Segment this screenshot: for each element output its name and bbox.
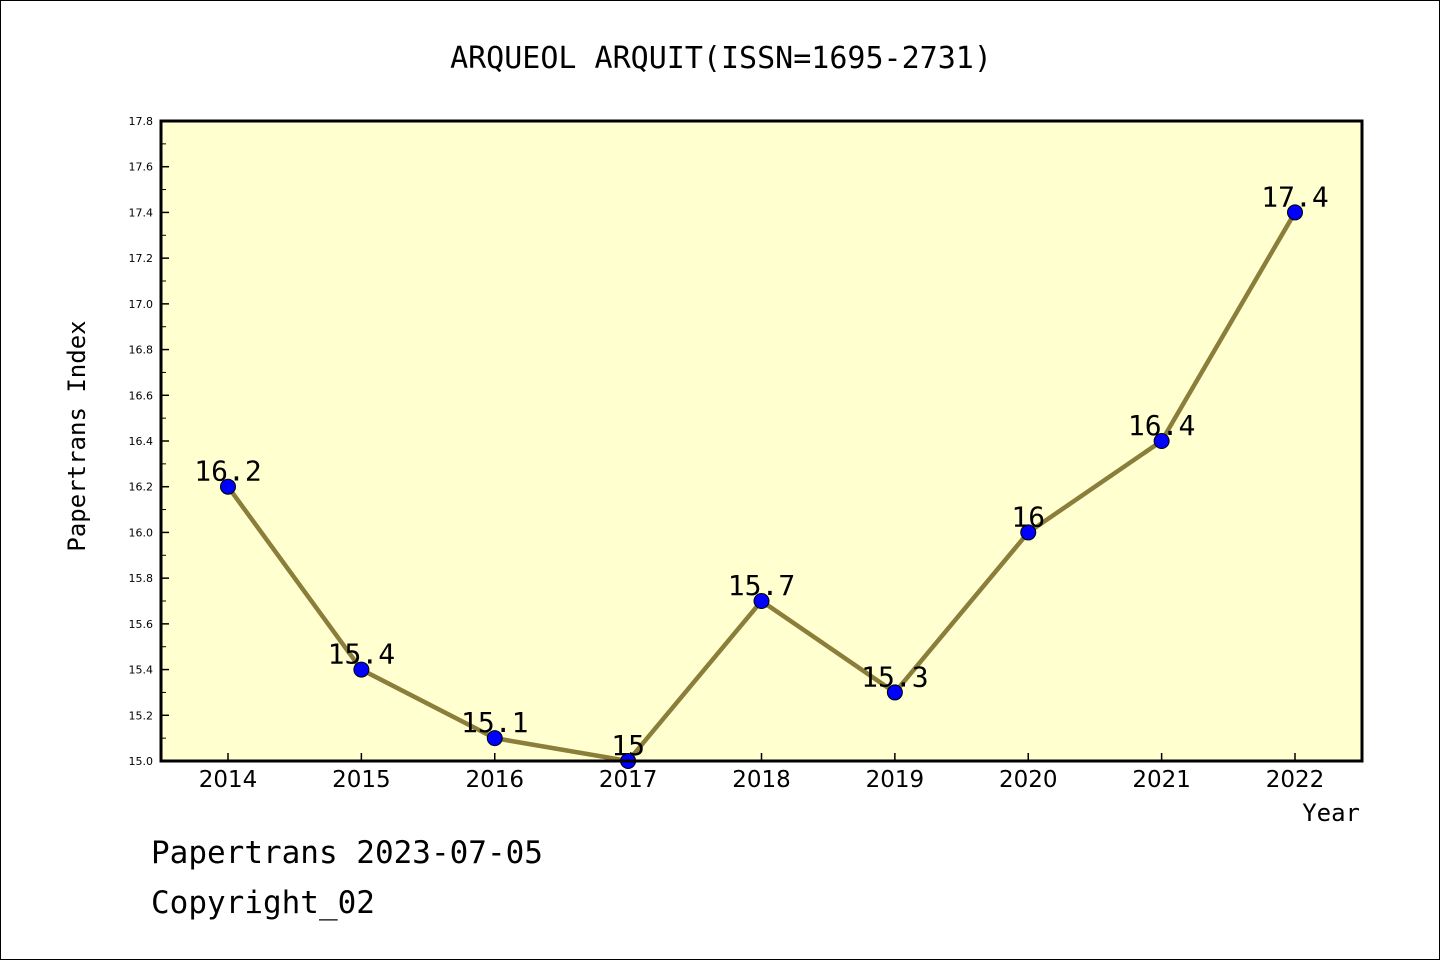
data-point	[1287, 204, 1303, 221]
y-tick-label: 15.0	[129, 755, 154, 768]
y-tick-label: 17.6	[129, 161, 154, 174]
x-tick-label: 2015	[332, 767, 391, 793]
x-axis-label: Year	[1302, 799, 1360, 827]
y-tick-label: 17.0	[129, 298, 154, 311]
y-tick-label: 15.4	[129, 664, 154, 677]
x-tick-labels: 2014 2015 2016 2017 2018 2019 2020 2021 2022	[199, 767, 1325, 793]
data-point	[353, 661, 370, 678]
y-tick-label: 17.2	[129, 252, 154, 265]
y-tick-label: 16.4	[129, 435, 154, 448]
y-tick-label: 17.4	[129, 206, 154, 219]
data-labels: 16.2 15.4 15.1 15 15.7 15.3 16 16.4 17.4	[194, 180, 1328, 762]
data-point	[1153, 433, 1170, 449]
data-label: 15.1	[461, 706, 528, 739]
data-point	[886, 684, 903, 701]
plot-border	[159, 119, 1364, 763]
y-tick-label: 16.6	[129, 389, 154, 402]
series-markers	[220, 204, 1303, 769]
y-axis-label: Papertrans Index	[63, 320, 91, 551]
x-tick-label: 2016	[465, 767, 524, 793]
data-label: 15	[611, 729, 645, 762]
x-tick-label: 2021	[1132, 767, 1191, 793]
x-tick-label: 2020	[999, 767, 1058, 793]
data-label: 15.3	[861, 660, 928, 693]
y-tick-labels: 15.0 15.2 15.4 15.6 15.8 16.0 16.2 16.4 16.6 16.8…	[129, 115, 154, 768]
data-point	[753, 593, 770, 609]
footer-copyright-text: Copyright_02	[151, 885, 375, 921]
y-tick-label: 15.2	[129, 709, 154, 722]
data-label: 15.7	[728, 569, 795, 602]
y-tick-label: 15.6	[129, 618, 154, 631]
data-point	[220, 478, 236, 495]
y-tick-label: 16.0	[129, 526, 154, 539]
x-tick-label: 2018	[732, 767, 791, 793]
x-tick-label: 2017	[599, 767, 658, 793]
data-label: 16.2	[194, 455, 261, 488]
data-point	[486, 730, 503, 747]
data-label: 16	[1011, 500, 1045, 533]
data-point	[1020, 524, 1037, 541]
y-tick-label: 16.8	[129, 344, 154, 357]
x-tick-label: 2022	[1266, 767, 1325, 793]
y-tick-label: 16.2	[129, 481, 154, 494]
data-label: 15.4	[328, 638, 395, 671]
y-tick-label: 15.8	[129, 572, 154, 585]
data-label: 17.4	[1261, 180, 1328, 213]
data-label: 16.4	[1128, 409, 1195, 442]
x-tick-label: 2014	[199, 767, 258, 793]
chart-title: ARQUEOL ARQUIT(ISSN=1695-2731)	[450, 41, 992, 76]
footer-date-text: Papertrans 2023-07-05	[151, 835, 543, 871]
x-tick-label: 2019	[866, 767, 925, 793]
y-tick-label: 17.8	[129, 115, 154, 128]
